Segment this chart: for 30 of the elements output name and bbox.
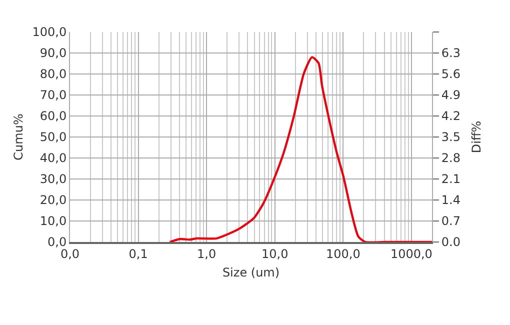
y-tick-label: 0,0 [48, 235, 67, 250]
y2-tick-label: 5.6 [441, 67, 460, 82]
y-tick-label: 50,0 [40, 130, 67, 144]
y-tick-label: 20,0 [40, 193, 67, 208]
x-tick-label: 100,0 [326, 247, 360, 262]
y-tick-label: 90,0 [40, 46, 67, 60]
y-axis-title: Cumu% [12, 114, 26, 160]
y2-tick-label: 0.7 [441, 214, 460, 228]
y2-tick-label: 4.2 [441, 109, 460, 124]
x-tick-label: 0,1 [128, 247, 148, 262]
x-tick-label: 0,0 [60, 247, 80, 262]
x-tick-label: 10,0 [262, 247, 288, 262]
y2-tick-label: 2.1 [441, 172, 460, 186]
y-tick-label: 70,0 [40, 88, 67, 102]
y-tick-label: 30,0 [40, 172, 67, 186]
x-axis-title: Size (um) [222, 266, 280, 280]
x-tick-label: 1,0 [197, 247, 216, 262]
y-tick-label: 60,0 [40, 109, 67, 124]
x-tick-label: 1000,0 [390, 247, 432, 262]
y2-tick-label: 2.8 [441, 151, 460, 166]
y-tick-label: 10,0 [40, 214, 67, 228]
y2-tick-label: 4.9 [441, 88, 460, 102]
y2-tick-label: 1.4 [441, 193, 460, 208]
y2-tick-label: 6.3 [441, 46, 460, 60]
y-tick-label: 100,0 [32, 25, 67, 40]
y-tick-label: 80,0 [40, 67, 67, 82]
y2-tick-label: 0.0 [441, 235, 460, 250]
y-tick-label: 40,0 [40, 151, 67, 166]
y2-tick-label: 3.5 [441, 130, 460, 144]
y2-axis-title: Diff% [469, 120, 484, 154]
